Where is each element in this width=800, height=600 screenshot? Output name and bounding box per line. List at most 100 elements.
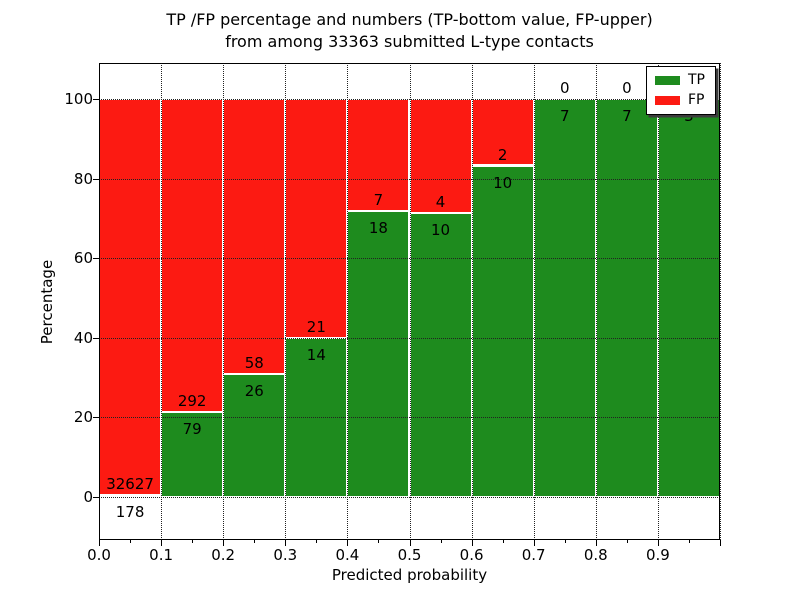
y-tick-mark <box>93 337 99 339</box>
bar-value-label-tp: 26 <box>244 381 264 400</box>
x-axis-label: Predicted probability <box>331 566 488 584</box>
bar-segment-tp <box>533 99 596 497</box>
y-tick-mark <box>93 99 99 101</box>
x-tick-mark <box>223 540 225 546</box>
chart-title-line1: TP /FP percentage and numbers (TP-bottom… <box>166 10 653 29</box>
y-tick-label: 100 <box>64 90 93 109</box>
bar-value-label-tp: 10 <box>431 220 451 239</box>
bar-value-label-tp: 7 <box>559 107 570 126</box>
legend-label-tp: TP <box>688 72 705 88</box>
x-tick-mark <box>595 540 597 546</box>
plot-area: 32627 178 292 79 58 26 21 14 7 18 4 10 2 10 0 7 0 7 3 <box>99 63 721 540</box>
bar-value-label-fp: 0 <box>559 79 570 98</box>
y-tick-mark <box>93 417 99 419</box>
y-tick-label: 60 <box>73 249 93 268</box>
y-tick-label: 20 <box>73 408 93 427</box>
bar-segment-tp <box>657 99 720 497</box>
legend-entry-tp: TP <box>655 73 707 88</box>
bar-segment-tp <box>595 99 658 497</box>
bar-value-label-fp: 0 <box>622 79 632 98</box>
gridline-vertical <box>657 63 659 540</box>
x-tick-label: 0.5 <box>397 546 422 564</box>
x-tick-label: 0.9 <box>645 546 670 564</box>
bar-value-label-tp: 10 <box>493 173 513 192</box>
gridline-vertical <box>471 63 473 540</box>
gridline-vertical <box>595 63 597 540</box>
x-minor-tick-mark <box>254 540 256 543</box>
x-minor-tick-mark <box>502 540 504 543</box>
x-tick-label: 0.8 <box>583 546 608 564</box>
bar-value-label-tp: 18 <box>368 218 388 237</box>
legend-label-fp: FP <box>688 92 705 108</box>
y-tick-mark <box>93 178 99 180</box>
gridline-horizontal <box>99 337 720 339</box>
y-tick-mark <box>93 258 99 260</box>
x-tick-mark <box>99 540 100 546</box>
chart-title-line2: from among 33363 submitted L-type contac… <box>225 32 594 51</box>
gridline-horizontal <box>99 417 720 419</box>
x-tick-mark <box>409 540 411 546</box>
fp-color-swatch <box>655 96 680 105</box>
bar-value-label-tp: 178 <box>115 502 145 521</box>
x-tick-label: 0.0 <box>87 546 111 564</box>
x-tick-mark <box>657 540 659 546</box>
bar-value-label-fp: 58 <box>244 353 264 372</box>
chart-title: TP /FP percentage and numbers (TP-bottom… <box>99 9 720 53</box>
bar-value-label-fp: 21 <box>306 317 326 336</box>
gridline-vertical <box>720 63 721 540</box>
bar-value-label-tp: 3 <box>684 107 694 126</box>
x-tick-mark <box>161 540 163 546</box>
gridline-vertical <box>161 63 163 540</box>
x-minor-tick-mark <box>688 540 690 543</box>
legend: TP FP <box>646 66 716 115</box>
y-tick-mark <box>93 497 99 498</box>
gridline-horizontal <box>99 258 720 260</box>
x-minor-tick-mark <box>192 540 194 543</box>
y-tick-label: 0 <box>83 488 93 506</box>
x-tick-label: 0.4 <box>335 546 360 564</box>
x-tick-mark <box>533 540 535 546</box>
gridline-horizontal <box>99 99 720 101</box>
y-tick-label: 40 <box>73 328 93 347</box>
gridline-vertical <box>347 63 349 540</box>
x-tick-label: 0.1 <box>149 546 174 564</box>
gridline-vertical <box>409 63 411 540</box>
x-minor-tick-mark <box>440 540 442 543</box>
bar-value-label-fp: 2 <box>497 145 508 164</box>
bar-value-label-tp: 7 <box>622 107 632 126</box>
x-tick-mark <box>285 540 287 546</box>
gridline-horizontal <box>99 497 720 498</box>
bar-value-label-fp: 7 <box>373 190 384 209</box>
bar-segment-tp <box>471 165 534 497</box>
x-tick-mark <box>471 540 473 546</box>
x-tick-label: 0.7 <box>521 546 546 564</box>
gridline-horizontal <box>99 178 720 180</box>
gridline-vertical <box>223 63 225 540</box>
y-tick-label: 80 <box>73 169 93 188</box>
gridline-vertical <box>533 63 535 540</box>
x-minor-tick-mark <box>626 540 628 543</box>
gridline-vertical <box>99 63 100 540</box>
bar-value-label-tp: 14 <box>306 345 326 364</box>
bar-value-label-fp: 4 <box>435 192 446 211</box>
tp-color-swatch <box>655 76 680 85</box>
legend-entry-fp: FP <box>655 93 707 108</box>
bar-segment-fp <box>99 99 162 495</box>
bar-segment-tp <box>409 212 472 497</box>
x-tick-label: 0.6 <box>459 546 484 564</box>
x-tick-label: 0.2 <box>211 546 236 564</box>
y-axis-label: Percentage <box>38 259 56 345</box>
x-minor-tick-mark <box>378 540 380 543</box>
bar-segment-fp <box>161 99 224 413</box>
bar-value-label-fp: 32627 <box>106 474 154 493</box>
bar-segment-tp <box>347 210 410 497</box>
x-minor-tick-mark <box>316 540 318 543</box>
bar-value-label-tp: 79 <box>182 420 202 439</box>
x-tick-label: 0.3 <box>273 546 298 564</box>
bar-segment-tp <box>161 412 224 497</box>
bar-segment-fp <box>285 99 348 338</box>
x-tick-mark <box>347 540 349 546</box>
x-tick-mark <box>720 540 721 546</box>
gridline-vertical <box>285 63 287 540</box>
